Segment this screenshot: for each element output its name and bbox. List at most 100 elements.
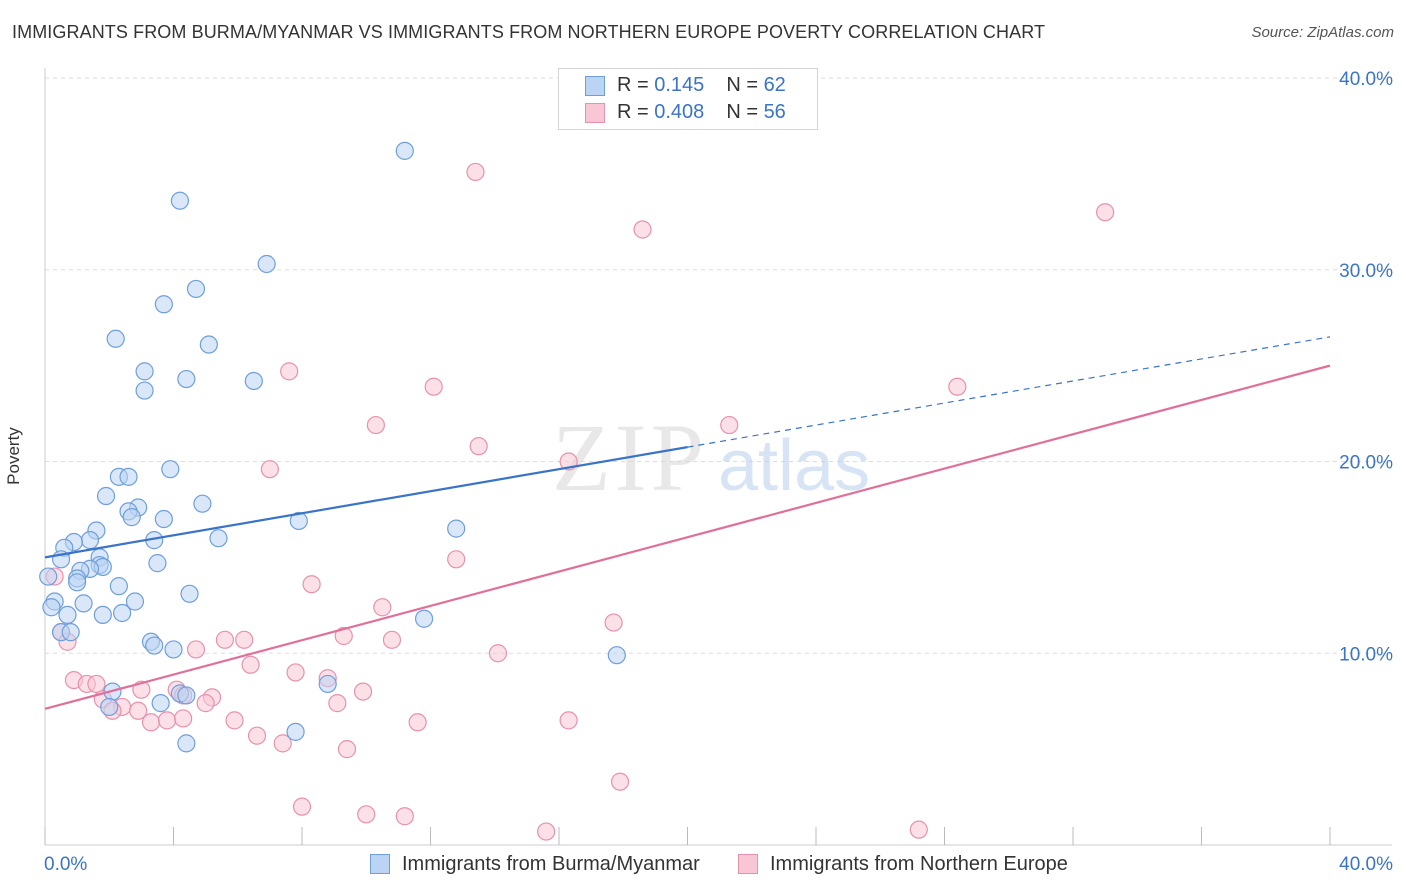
- northern-europe-point: [334, 626, 353, 646]
- northern-europe-point: [610, 772, 630, 791]
- burma-point: [42, 598, 61, 617]
- burma-point: [199, 335, 218, 354]
- northern-europe-point: [132, 680, 151, 699]
- gridlines: [45, 77, 1392, 654]
- legend-n-label: N =: [726, 74, 764, 96]
- y-tick-label: 20.0%: [1339, 453, 1393, 474]
- x-tick-label: 0.0%: [44, 854, 87, 875]
- series-burma-points: [39, 141, 626, 753]
- northern-europe-point: [604, 613, 623, 632]
- bottom-legend-swatch-pink: [738, 854, 758, 874]
- legend-r-label: R =: [617, 101, 655, 123]
- northern-europe-point: [225, 711, 244, 730]
- burma-point: [106, 329, 125, 348]
- trend-line-burma: [44, 446, 688, 559]
- northern-europe-point: [241, 655, 260, 674]
- burma-point: [122, 508, 141, 527]
- trend-line-northern-europe: [44, 364, 1331, 710]
- burma-point: [125, 592, 145, 611]
- burma-point: [395, 141, 414, 160]
- trend-lines: [44, 336, 1331, 710]
- northern-europe-point: [1096, 203, 1115, 222]
- x-tick-label: 40.0%: [1339, 854, 1393, 875]
- burma-point: [96, 486, 116, 506]
- northern-europe-point: [337, 740, 357, 759]
- burma-point: [109, 577, 128, 596]
- northern-europe-point: [292, 797, 312, 816]
- northern-europe-point: [328, 694, 347, 713]
- burma-point: [193, 494, 212, 513]
- northern-europe-point: [408, 713, 427, 732]
- burma-point: [74, 594, 93, 613]
- burma-point: [244, 371, 263, 391]
- burma-point: [135, 362, 154, 381]
- burma-point: [80, 531, 100, 550]
- burma-point: [177, 369, 196, 389]
- burma-point: [447, 519, 466, 538]
- northern-europe-point: [280, 362, 299, 381]
- burma-point: [289, 511, 308, 531]
- northern-europe-point: [353, 682, 373, 701]
- northern-europe-point: [488, 644, 508, 663]
- y-tick-label: 40.0%: [1339, 69, 1393, 90]
- burma-point: [100, 697, 119, 717]
- northern-europe-point: [196, 694, 215, 713]
- northern-europe-point: [382, 630, 402, 649]
- northern-europe-point: [720, 415, 739, 435]
- burma-point: [151, 694, 170, 713]
- burma-point: [607, 646, 626, 665]
- burma-point: [61, 623, 80, 642]
- northern-europe-point: [174, 709, 193, 728]
- y-tick-label: 10.0%: [1339, 644, 1393, 665]
- bottom-legend-label-burma: Immigrants from Burma/Myanmar: [402, 853, 700, 875]
- burma-point: [180, 584, 199, 603]
- northern-europe-point: [247, 726, 267, 745]
- northern-europe-point: [466, 162, 485, 182]
- burma-point: [112, 603, 132, 623]
- northern-europe-point: [302, 575, 321, 594]
- burma-point: [39, 567, 58, 586]
- northern-europe-point: [559, 711, 578, 730]
- burma-point: [186, 279, 206, 299]
- burma-point: [286, 722, 305, 741]
- northern-europe-point: [373, 598, 392, 617]
- burma-point: [119, 467, 138, 486]
- northern-europe-point: [235, 630, 254, 649]
- legend-n-value: 62: [763, 74, 786, 96]
- northern-europe-point: [909, 820, 928, 839]
- northern-europe-point: [215, 630, 234, 649]
- axes: [44, 68, 1392, 846]
- burma-point: [148, 554, 167, 573]
- tick-labels: 10.0% 20.0% 30.0% 40.0% 0.0% 40.0%: [44, 69, 1393, 875]
- burma-point: [414, 609, 434, 628]
- legend-n-value: 56: [763, 101, 786, 123]
- chart-source: Source: ZipAtlas.com: [1251, 24, 1394, 41]
- northern-europe-point: [129, 701, 148, 720]
- northern-europe-point: [633, 220, 652, 239]
- burma-point: [161, 460, 180, 479]
- burma-point: [58, 605, 77, 625]
- burma-point: [164, 640, 183, 659]
- legend-r-label: R =: [617, 74, 655, 96]
- burma-point: [135, 381, 154, 400]
- burma-point: [177, 686, 196, 705]
- watermark: ZIP atlas: [552, 404, 870, 511]
- burma-point: [145, 636, 164, 655]
- burma-point: [318, 674, 337, 694]
- legend-swatch-pink: [585, 103, 605, 123]
- burma-point: [209, 529, 228, 548]
- bottom-legend-swatch-blue: [370, 854, 390, 874]
- legend-r-value: 0.145: [654, 74, 705, 96]
- bottom-legend-label-northern-europe: Immigrants from Northern Europe: [770, 853, 1068, 875]
- watermark-atlas: atlas: [718, 426, 870, 506]
- burma-point: [154, 295, 173, 314]
- legend-swatch-blue: [585, 76, 605, 96]
- northern-europe-point: [447, 550, 466, 569]
- legend-n-label: N =: [726, 101, 764, 123]
- northern-europe-point: [286, 663, 305, 682]
- legend-r-value: 0.408: [654, 101, 705, 123]
- correlation-legend: R = 0.145 N = 62 R = 0.408 N = 56: [558, 68, 818, 130]
- northern-europe-point: [469, 437, 488, 456]
- trend-line-burma-extension: [687, 336, 1331, 448]
- northern-europe-point: [948, 377, 967, 396]
